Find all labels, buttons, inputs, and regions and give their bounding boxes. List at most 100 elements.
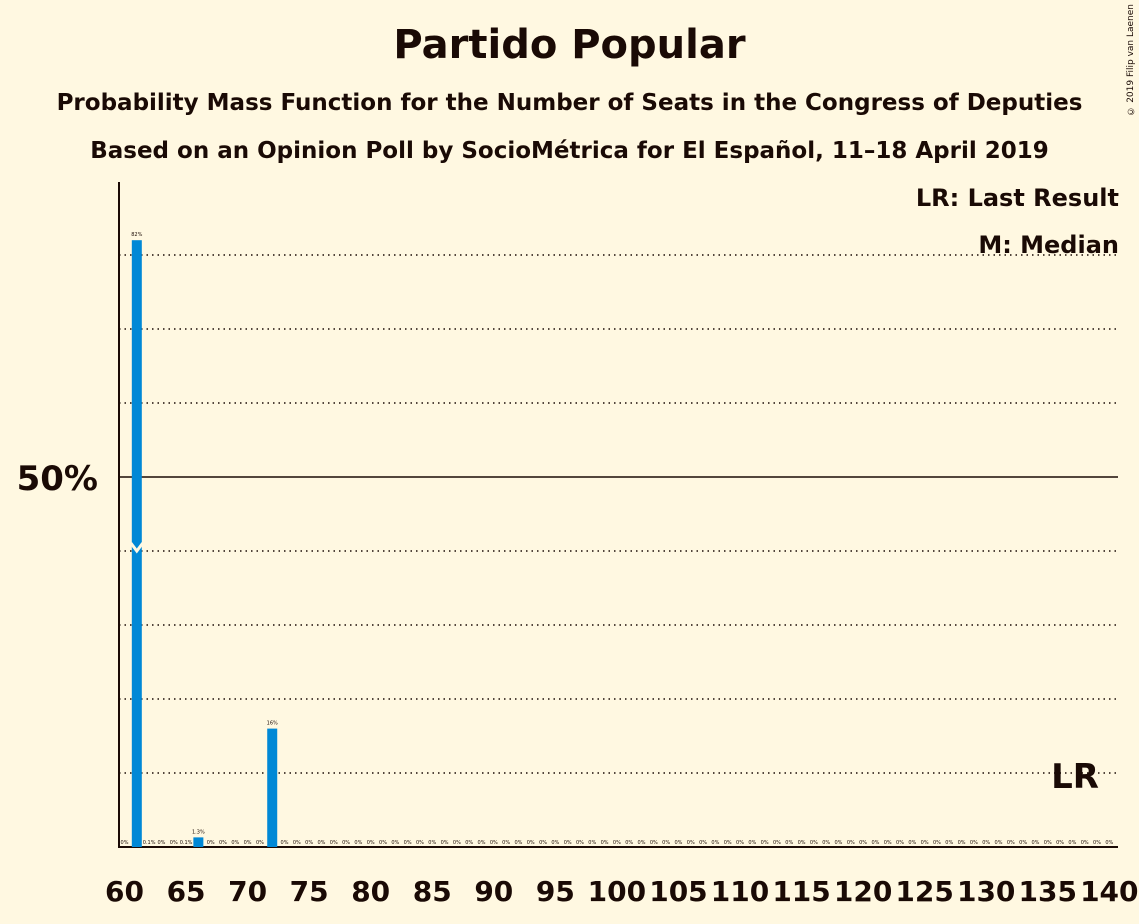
y-tick-label: 50%	[17, 459, 98, 499]
data-label: 0%	[330, 840, 338, 846]
data-label: 0%	[342, 840, 350, 846]
x-tick-label: 125	[895, 875, 953, 908]
data-label: 0%	[588, 840, 596, 846]
data-label: 0%	[773, 840, 781, 846]
data-label: 0%	[847, 840, 855, 846]
data-label: 0%	[896, 840, 904, 846]
chart-source: Based on an Opinion Poll by SocioMétrica…	[90, 138, 1049, 164]
data-label: 0%	[1007, 840, 1015, 846]
data-label: 0%	[1031, 840, 1039, 846]
data-label: 0%	[638, 840, 646, 846]
data-label: 0%	[367, 840, 375, 846]
data-label: 0%	[835, 840, 843, 846]
median-marker	[129, 542, 145, 554]
x-tick-label: 105	[649, 875, 707, 908]
data-label: 0%	[613, 840, 621, 846]
x-tick-label: 110	[711, 875, 769, 908]
data-label: 0%	[121, 840, 129, 846]
x-tick-label: 75	[290, 875, 329, 908]
data-label: 0%	[404, 840, 412, 846]
x-tick-label: 85	[413, 875, 452, 908]
data-label: 0%	[490, 840, 498, 846]
data-label: 0%	[1081, 840, 1089, 846]
data-label: 82%	[131, 232, 142, 238]
data-label: 0%	[293, 840, 301, 846]
x-tick-label: 140	[1080, 875, 1138, 908]
chart-title: Partido Popular	[393, 22, 746, 68]
data-label: 0%	[576, 840, 584, 846]
bar	[267, 728, 278, 847]
x-tick-label: 135	[1019, 875, 1077, 908]
data-label: 0%	[453, 840, 461, 846]
data-label: 0%	[354, 840, 362, 846]
x-tick-label: 70	[228, 875, 267, 908]
x-tick-label: 130	[957, 875, 1015, 908]
data-label: 0%	[478, 840, 486, 846]
data-label: 0%	[170, 840, 178, 846]
data-label: 16%	[267, 721, 278, 727]
x-tick-label: 80	[351, 875, 390, 908]
data-label: 0%	[859, 840, 867, 846]
data-label: 0%	[1056, 840, 1064, 846]
data-label: 0%	[933, 840, 941, 846]
data-label: 0%	[699, 840, 707, 846]
data-label: 0%	[219, 840, 227, 846]
data-label: 0%	[1019, 840, 1027, 846]
data-label: 0%	[305, 840, 313, 846]
data-label: 0%	[441, 840, 449, 846]
data-label: 0%	[884, 840, 892, 846]
chart-subtitle: Probability Mass Function for the Number…	[56, 90, 1083, 116]
data-label: 0%	[514, 840, 522, 846]
data-label: 0%	[1093, 840, 1101, 846]
bar	[131, 240, 142, 847]
data-label: 0%	[465, 840, 473, 846]
data-label: 0%	[551, 840, 559, 846]
data-label: 0%	[982, 840, 990, 846]
x-tick-label: 95	[536, 875, 575, 908]
data-label: 0%	[256, 840, 264, 846]
data-label: 0%	[822, 840, 830, 846]
data-label: 0%	[970, 840, 978, 846]
data-label: 0.1%	[143, 840, 156, 846]
data-label: 0%	[157, 840, 165, 846]
data-label: 0%	[995, 840, 1003, 846]
legend-last-result: LR: Last Result	[915, 184, 1119, 212]
data-label: 0%	[674, 840, 682, 846]
x-tick-label: 100	[588, 875, 646, 908]
data-label: 0%	[527, 840, 535, 846]
data-label: 0%	[724, 840, 732, 846]
data-label: 0%	[945, 840, 953, 846]
data-label: 1.3%	[192, 829, 205, 835]
data-label: 0%	[539, 840, 547, 846]
data-label: 0%	[650, 840, 658, 846]
data-label: 0%	[244, 840, 252, 846]
data-label: 0%	[625, 840, 633, 846]
x-tick-label: 60	[105, 875, 144, 908]
data-label: 0%	[601, 840, 609, 846]
data-label: 0%	[785, 840, 793, 846]
x-tick-label: 115	[772, 875, 830, 908]
data-label: 0%	[908, 840, 916, 846]
data-label: 0%	[748, 840, 756, 846]
data-label: 0%	[798, 840, 806, 846]
data-label: 0%	[810, 840, 818, 846]
bar	[193, 837, 204, 847]
data-label: 0%	[1068, 840, 1076, 846]
data-label: 0%	[871, 840, 879, 846]
data-label: 0%	[416, 840, 424, 846]
data-label: 0%	[736, 840, 744, 846]
data-label: 0%	[231, 840, 239, 846]
data-label: 0%	[317, 840, 325, 846]
x-tick-label: 65	[167, 875, 206, 908]
legend-median: M: Median	[978, 231, 1119, 259]
data-label: 0%	[391, 840, 399, 846]
data-label: 0%	[502, 840, 510, 846]
data-label: 0%	[958, 840, 966, 846]
last-result-marker: LR	[1051, 757, 1099, 797]
data-label: 0%	[1044, 840, 1052, 846]
x-tick-label: 90	[474, 875, 513, 908]
data-label: 0%	[662, 840, 670, 846]
data-label: 0%	[428, 840, 436, 846]
data-label: 0%	[687, 840, 695, 846]
